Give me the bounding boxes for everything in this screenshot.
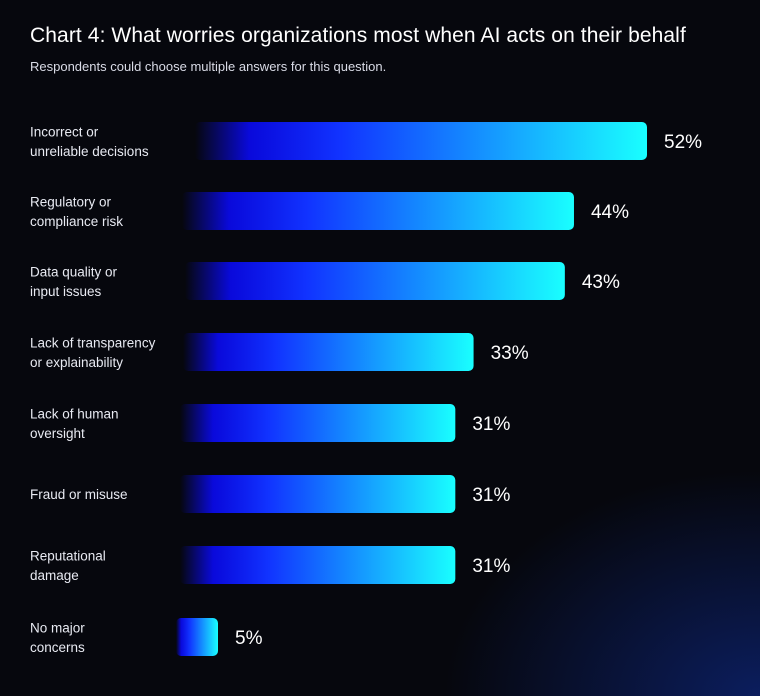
category-label-7-line-0: No major: [30, 620, 85, 635]
category-label-0-line-1: unreliable decisions: [30, 144, 149, 159]
chart-title: Chart 4: What worries organizations most…: [30, 24, 686, 47]
value-label-1: 44%: [591, 202, 629, 223]
bar-3: [183, 333, 474, 371]
category-label-7-line-1: concerns: [30, 640, 85, 655]
bar-1: [182, 192, 574, 230]
category-label-0: Incorrect or unreliable decisions: [30, 124, 149, 159]
category-label-6-line-1: damage: [30, 568, 79, 583]
category-label-5: Fraud or misuse: [30, 487, 128, 502]
value-label-2: 43%: [582, 272, 620, 293]
category-label-4-line-0: Lack of human: [30, 406, 119, 421]
value-labels: 52% 44% 43% 33% 31% 31% 31% 5%: [235, 132, 702, 649]
bar-6: [180, 546, 456, 584]
value-label-3: 33%: [491, 343, 529, 364]
value-label-4: 31%: [472, 414, 510, 435]
bar-4: [180, 404, 456, 442]
category-label-0-line-0: Incorrect or: [30, 124, 99, 139]
category-label-1-line-0: Regulatory or: [30, 194, 112, 209]
category-label-2-line-1: input issues: [30, 284, 102, 299]
category-label-6: Reputational damage: [30, 548, 106, 583]
category-labels: Incorrect or unreliable decisions Regulato…: [30, 124, 156, 655]
bar-0: [195, 122, 647, 160]
category-label-6-line-0: Reputational: [30, 548, 106, 563]
category-label-1: Regulatory or compliance risk: [30, 194, 123, 229]
category-label-2-line-0: Data quality or: [30, 264, 118, 279]
value-label-6: 31%: [472, 556, 510, 577]
bar-5: [180, 475, 456, 513]
category-label-4: Lack of human oversight: [30, 406, 119, 441]
value-label-5: 31%: [472, 485, 510, 506]
category-label-4-line-1: oversight: [30, 426, 85, 441]
bar-2: [185, 262, 565, 300]
chart-subtitle: Respondents could choose multiple answer…: [30, 59, 387, 74]
category-label-3-line-1: or explainability: [30, 355, 123, 370]
category-label-7: No major concerns: [30, 620, 85, 655]
category-label-2: Data quality or input issues: [30, 264, 118, 299]
value-label-0: 52%: [664, 132, 702, 153]
value-label-7: 5%: [235, 628, 263, 649]
category-label-5-line-0: Fraud or misuse: [30, 487, 128, 502]
bars-group: [176, 122, 647, 656]
category-label-1-line-1: compliance risk: [30, 214, 123, 229]
category-label-3: Lack of transparency or explainability: [30, 335, 156, 370]
category-label-3-line-0: Lack of transparency: [30, 335, 156, 350]
bar-7: [176, 618, 218, 656]
